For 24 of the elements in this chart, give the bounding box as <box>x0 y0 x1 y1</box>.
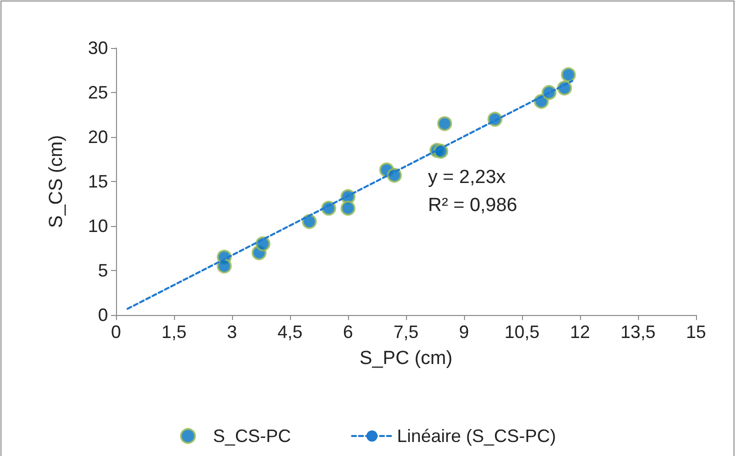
y-axis-title: S_CS (cm) <box>46 135 67 228</box>
x-tick-label: 13,5 <box>620 322 656 342</box>
x-tick-label: 6 <box>342 322 354 342</box>
x-tick-label: 9 <box>458 322 470 342</box>
y-tick-label: 20 <box>88 127 108 147</box>
y-tick-label: 5 <box>98 260 108 280</box>
y-tick-label: 0 <box>98 305 108 325</box>
x-axis-title: S_PC (cm) <box>360 348 452 369</box>
x-tick-label: 15 <box>686 322 706 342</box>
x-tick-label: 1,5 <box>161 322 187 342</box>
y-tick-label: 25 <box>88 82 108 102</box>
x-tick-label: 0 <box>110 322 122 342</box>
legend-label: S_CS-PC <box>212 426 291 446</box>
x-tick-label: 7,5 <box>393 322 419 342</box>
legend-label: Linéaire (S_CS-PC) <box>396 426 556 446</box>
annotation: y = 2,23x <box>428 167 506 188</box>
x-tick-label: 3 <box>226 322 238 342</box>
y-tick-label: 30 <box>88 38 108 58</box>
x-tick-label: 10,5 <box>504 322 540 342</box>
y-tick-label: 15 <box>88 172 108 192</box>
x-tick-label: 4,5 <box>277 322 303 342</box>
annotation: R² = 0,986 <box>428 195 518 216</box>
y-tick-label: 10 <box>88 216 108 236</box>
x-tick-label: 12 <box>570 322 590 342</box>
